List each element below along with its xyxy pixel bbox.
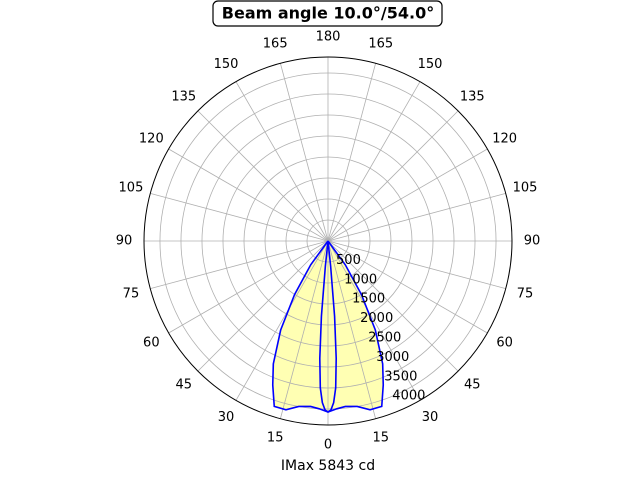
- angle-grid-line: [279, 240, 329, 419]
- angle-grid-line: [279, 63, 329, 242]
- angle-grid-line: [327, 81, 421, 242]
- title-box: [212, 0, 443, 27]
- intensity-curve: [318, 240, 338, 413]
- angle-tick-label: 15: [267, 431, 284, 446]
- angle-tick-label: 150: [418, 57, 443, 72]
- radial-tick-label: 2500: [368, 331, 401, 346]
- angle-grid-line: [327, 240, 506, 290]
- angle-tick-label: 180: [316, 30, 341, 45]
- radial-tick-label: 4000: [392, 389, 425, 404]
- angle-grid-line: [168, 148, 329, 242]
- angle-tick-label: 90: [524, 234, 541, 249]
- angle-tick-label: 75: [123, 286, 140, 301]
- angle-grid-line: [327, 110, 459, 242]
- angle-grid-line: [327, 240, 377, 419]
- angle-grid-line: [327, 192, 506, 242]
- angle-tick-label: 150: [214, 57, 239, 72]
- angle-tick-label: 165: [368, 36, 393, 51]
- angle-tick-label: 0: [324, 438, 332, 453]
- angle-tick-label: 135: [171, 89, 196, 104]
- radial-tick-label: 2000: [360, 311, 393, 326]
- angle-grid-line: [235, 240, 329, 401]
- radial-tick-label: 1500: [352, 292, 385, 307]
- outer-frame: [143, 56, 513, 426]
- angle-tick-label: 75: [517, 286, 534, 301]
- angle-tick-label: 30: [218, 410, 235, 425]
- angle-tick-label: 105: [119, 181, 144, 196]
- angle-grid-line: [327, 240, 459, 372]
- radial-tick-label: 3500: [384, 369, 417, 384]
- angle-tick-label: 30: [422, 410, 439, 425]
- angle-grid-line: [197, 240, 329, 372]
- angle-tick-label: 135: [460, 89, 485, 104]
- angle-tick-label: 45: [175, 378, 192, 393]
- angle-tick-label: 60: [496, 336, 513, 351]
- angle-grid-line: [150, 192, 329, 242]
- angle-grid-line: [235, 81, 329, 242]
- angle-tick-label: 105: [513, 181, 538, 196]
- angle-tick-label: 60: [143, 336, 160, 351]
- angle-tick-label: 90: [116, 234, 133, 249]
- angle-tick-label: 15: [373, 431, 390, 446]
- angle-grid-line: [327, 148, 488, 242]
- x-axis-label: IMax 5843 cd: [281, 458, 375, 474]
- angle-grid-line: [150, 240, 329, 290]
- angle-grid-line: [168, 240, 329, 334]
- angle-grid-line: [327, 240, 488, 334]
- angle-tick-label: 165: [263, 36, 288, 51]
- angle-grid-line: [327, 63, 377, 242]
- radial-tick-label: 500: [336, 253, 361, 268]
- radial-tick-label: 3000: [376, 350, 409, 365]
- angle-grid-line: [197, 110, 329, 242]
- angle-tick-label: 120: [492, 132, 517, 147]
- angle-grid-line: [327, 240, 421, 401]
- radial-tick-label: 1000: [344, 272, 377, 287]
- chart-title: Beam angle 10.0°/54.0°: [222, 4, 434, 23]
- angle-tick-label: 45: [464, 378, 481, 393]
- angle-tick-label: 120: [139, 132, 164, 147]
